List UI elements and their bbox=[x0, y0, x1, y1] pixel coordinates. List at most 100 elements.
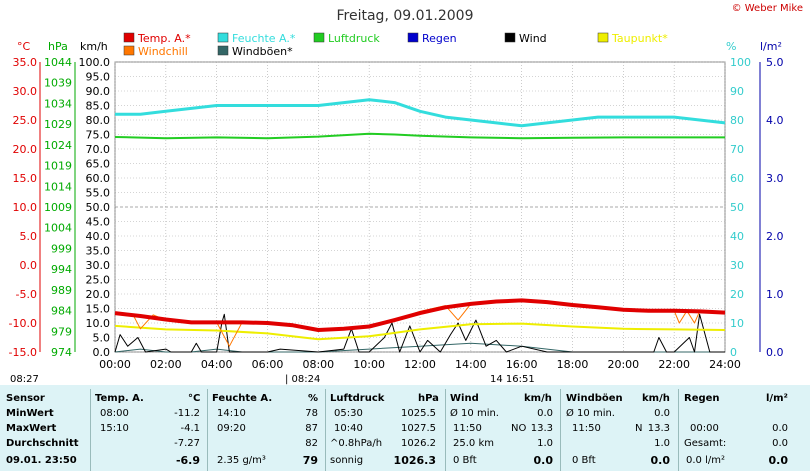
temp-tick-label: -5.0 bbox=[16, 288, 37, 301]
row-current: 09.01. 23:50 bbox=[6, 455, 77, 466]
rain-tick-label: 4.0 bbox=[766, 114, 784, 127]
series-luftdruck bbox=[114, 132, 725, 140]
wind-bft: 0 Bft bbox=[453, 455, 477, 466]
rain-total-label: Gesamt: bbox=[684, 438, 727, 449]
hum-avg: 82 bbox=[305, 438, 318, 449]
legend-label: Feuchte A.* bbox=[232, 32, 296, 45]
press-tick-label: 1004 bbox=[44, 222, 72, 235]
wind-tick-label: 80.0 bbox=[86, 114, 111, 127]
row-avg: Durchschnitt bbox=[6, 438, 79, 449]
row-max: MaxWert bbox=[6, 423, 57, 434]
press-tick-label: 994 bbox=[51, 263, 72, 276]
wind-tick-label: 95.0 bbox=[86, 71, 111, 84]
press-avg: 1026.2 bbox=[401, 438, 436, 449]
hum-tick-label: 60 bbox=[730, 172, 744, 185]
series-wind bbox=[114, 313, 725, 353]
wind-tick-label: 90.0 bbox=[86, 85, 111, 98]
press-tick-label: 979 bbox=[51, 325, 72, 338]
legend-swatch bbox=[123, 32, 135, 43]
legend-label: Wind bbox=[519, 32, 547, 45]
rain-tick-label: 2.0 bbox=[766, 230, 784, 243]
hum-tick-label: 90 bbox=[730, 85, 744, 98]
legend-label: Luftdruck bbox=[328, 32, 380, 45]
rain-max-time: 00:00 bbox=[690, 423, 719, 434]
temp-unit: °C bbox=[188, 393, 201, 404]
legend-swatch bbox=[217, 45, 229, 56]
temp-tick-label: 35.0 bbox=[13, 56, 38, 69]
wind-tick-label: 40.0 bbox=[86, 230, 111, 243]
gust-avg: 1.0 bbox=[654, 438, 670, 449]
hum-current: 79 bbox=[302, 454, 318, 467]
unit-hum: % bbox=[726, 40, 736, 53]
press-current: 1026.3 bbox=[393, 454, 436, 467]
wind-tick-label: 45.0 bbox=[86, 216, 111, 229]
press-tick-label: 984 bbox=[51, 305, 72, 318]
time-marker-mid: | 08:24 bbox=[285, 374, 320, 385]
legend-swatch bbox=[504, 32, 516, 43]
wind-tick-label: 0.0 bbox=[93, 346, 111, 359]
wind-min: 0.0 bbox=[537, 408, 553, 419]
time-marker-left: 08:27 bbox=[10, 374, 39, 385]
gust-min: 0.0 bbox=[654, 408, 670, 419]
press-min-time: 05:30 bbox=[334, 408, 363, 419]
series-temp-a bbox=[114, 298, 726, 332]
temp-max: -4.1 bbox=[180, 423, 200, 434]
hum-tick-label: 10 bbox=[730, 317, 744, 330]
hum-tick-label: 20 bbox=[730, 288, 744, 301]
hum-max-time: 09:20 bbox=[217, 423, 246, 434]
wind-max-time: 11:50 bbox=[453, 423, 482, 434]
press-tick-label: 1009 bbox=[44, 201, 72, 214]
rain-current: 0.0 bbox=[768, 454, 789, 467]
time-marker-right: 14 16:51 bbox=[490, 374, 535, 385]
hum-unit: % bbox=[308, 393, 319, 404]
rain-tick-label: 5.0 bbox=[766, 56, 784, 69]
x-tick-label: 06:00 bbox=[252, 358, 284, 371]
temp-tick-label: 25.0 bbox=[13, 114, 38, 127]
unit-temp: °C bbox=[17, 40, 31, 53]
wind-min-time: Ø 10 min. bbox=[450, 408, 499, 419]
x-tick-label: 22:00 bbox=[658, 358, 690, 371]
rain-today: 0.0 l/m² bbox=[686, 455, 725, 466]
rain-tick-label: 1.0 bbox=[766, 288, 784, 301]
temp-tick-label: 0.0 bbox=[20, 259, 38, 272]
chart-grid bbox=[114, 61, 726, 353]
legend-swatch bbox=[123, 45, 135, 56]
legend-label: Taupunkt* bbox=[611, 32, 668, 45]
unit-press: hPa bbox=[48, 40, 68, 53]
credit-text: © Weber Mike bbox=[732, 3, 803, 14]
wind-tick-label: 100.0 bbox=[79, 56, 111, 69]
hum-tick-label: 70 bbox=[730, 143, 744, 156]
gust-max: 13.3 bbox=[647, 423, 670, 434]
legend-swatch bbox=[407, 32, 419, 43]
wind-tick-label: 55.0 bbox=[86, 187, 111, 200]
press-max-time: 10:40 bbox=[334, 423, 363, 434]
press-tick-label: 1044 bbox=[44, 56, 72, 69]
row-sensor: Sensor bbox=[6, 393, 45, 404]
rain-max: 0.0 bbox=[772, 423, 788, 434]
press-tick-label: 1019 bbox=[44, 160, 72, 173]
gust-unit: km/h bbox=[642, 393, 670, 404]
hum-min: 78 bbox=[305, 408, 318, 419]
wind-tick-label: 10.0 bbox=[86, 317, 111, 330]
wind-tick-label: 50.0 bbox=[86, 201, 111, 214]
wind-tick-label: 75.0 bbox=[86, 129, 111, 142]
wind-avg: 1.0 bbox=[537, 438, 553, 449]
wind-tick-label: 20.0 bbox=[86, 288, 111, 301]
unit-rain: l/m² bbox=[760, 40, 782, 53]
press-min: 1025.5 bbox=[401, 408, 436, 419]
rain-tick-label: 0.0 bbox=[766, 346, 784, 359]
temp-current: -6.9 bbox=[175, 454, 200, 467]
x-tick-label: 18:00 bbox=[557, 358, 589, 371]
wind-distance: 25.0 km bbox=[453, 438, 494, 449]
wind-tick-label: 5.0 bbox=[93, 332, 111, 345]
row-min: MinWert bbox=[6, 408, 54, 419]
press-tick-label: 989 bbox=[51, 284, 72, 297]
legend-label: Windchill bbox=[138, 45, 188, 58]
press-tick-label: 1024 bbox=[44, 139, 72, 152]
gust-head: Windböen bbox=[566, 393, 623, 404]
hum-tick-label: 40 bbox=[730, 230, 744, 243]
series-feuchte-a bbox=[115, 98, 726, 128]
x-tick-label: 12:00 bbox=[404, 358, 436, 371]
wind-max-dir: NO bbox=[511, 423, 527, 434]
wind-max: 13.3 bbox=[530, 423, 553, 434]
